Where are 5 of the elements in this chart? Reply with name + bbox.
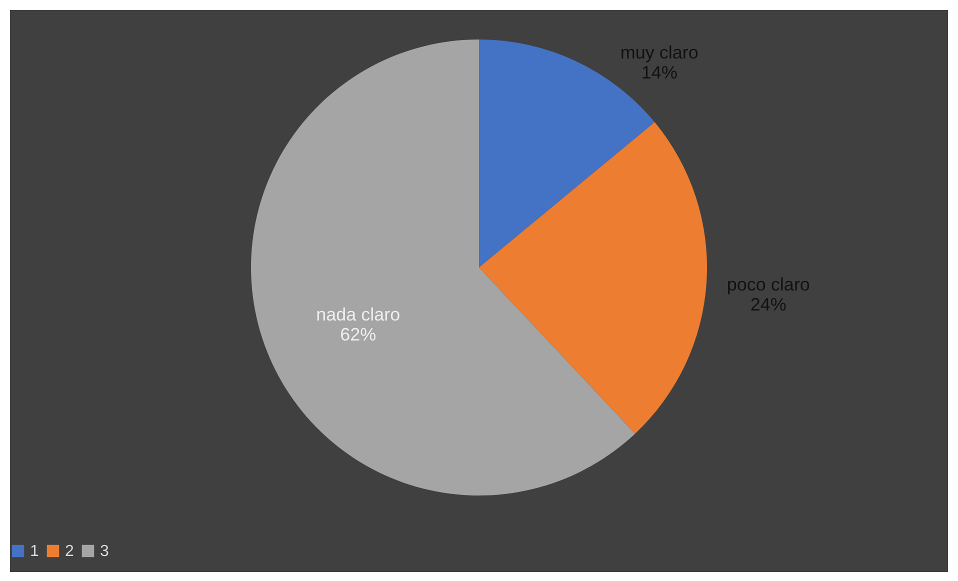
legend-label: 1 — [30, 543, 39, 560]
legend-label: 3 — [100, 543, 109, 560]
pie-slice — [479, 122, 707, 434]
legend-label: 2 — [65, 543, 74, 560]
data-label: nada claro 62% — [316, 304, 400, 344]
